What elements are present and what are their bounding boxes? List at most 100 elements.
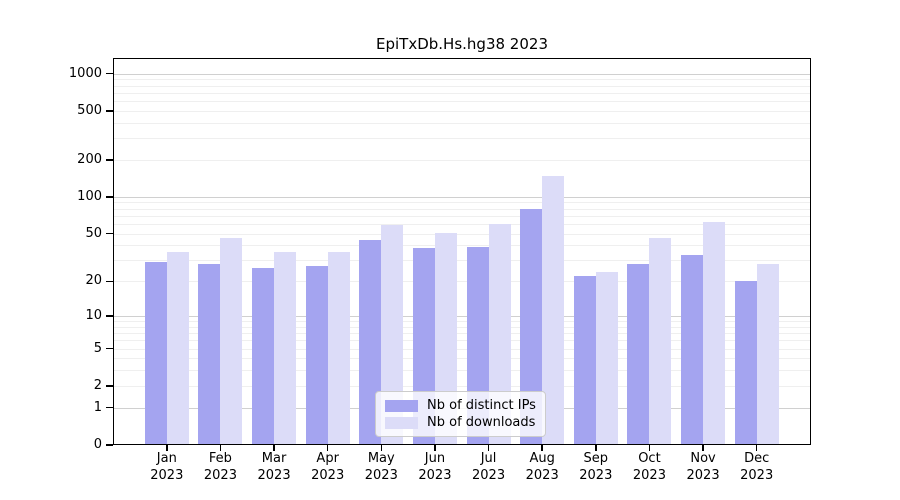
minor-gridline [113, 281, 811, 283]
x-tick-mark [595, 445, 597, 451]
major-gridline [113, 316, 811, 318]
x-tick-mark [166, 445, 168, 451]
x-tick-label: Jan 2023 [150, 451, 184, 483]
minor-gridline [113, 110, 811, 112]
major-gridline [113, 196, 811, 198]
bar-dec-ips [734, 281, 757, 445]
y-tick-mark [106, 72, 113, 75]
y-tick-mark [106, 315, 113, 317]
minor-gridline [113, 333, 811, 335]
bar-may-downloads [381, 224, 404, 445]
minor-gridline [113, 233, 811, 235]
bar-apr-ips [305, 265, 328, 445]
x-tick-label: May 2023 [364, 451, 398, 483]
minor-gridline [113, 348, 811, 350]
bar-nov-downloads [703, 222, 726, 445]
legend-label: Nb of downloads [427, 415, 536, 430]
minor-gridline [113, 370, 811, 372]
x-tick-mark [541, 445, 543, 451]
x-tick-mark [219, 445, 222, 451]
bar-jan-downloads [166, 252, 189, 445]
minor-gridline [113, 321, 811, 323]
minor-gridline [113, 326, 811, 328]
x-tick-label: Jun 2023 [418, 451, 452, 483]
x-tick-mark [702, 445, 704, 451]
x-tick-mark [434, 445, 436, 451]
bar-jan-ips [144, 262, 167, 445]
y-tick-mark [106, 385, 113, 387]
major-gridline [113, 73, 811, 75]
x-tick-mark [648, 445, 651, 451]
y-tick-label: 20 [85, 273, 102, 289]
bar-mar-ips [252, 267, 275, 445]
y-tick-mark [106, 196, 113, 198]
bar-feb-downloads [220, 237, 243, 445]
y-tick-mark [106, 406, 113, 409]
bar-feb-ips [198, 263, 221, 445]
minor-gridline [113, 202, 811, 204]
x-tick-label: Mar 2023 [257, 451, 291, 483]
minor-gridline [113, 340, 811, 342]
minor-gridline [113, 85, 811, 87]
legend-row: Nb of distinct IPs [385, 397, 536, 414]
x-tick-label: Oct 2023 [632, 451, 666, 483]
y-tick-mark [106, 159, 113, 161]
bar-aug-ips [520, 209, 543, 445]
minor-gridline [113, 260, 811, 262]
minor-gridline [113, 92, 811, 94]
minor-gridline [113, 159, 811, 161]
legend-label: Nb of distinct IPs [427, 398, 536, 413]
minor-gridline [113, 122, 811, 124]
x-tick-label: Dec 2023 [740, 451, 774, 483]
minor-gridline [113, 138, 811, 140]
x-tick-mark [326, 445, 329, 451]
y-tick-label: 500 [77, 102, 102, 118]
bar-nov-ips [681, 255, 704, 445]
bar-mar-downloads [274, 252, 297, 445]
x-tick-label: Aug 2023 [525, 451, 559, 483]
y-tick-mark [106, 110, 113, 112]
y-tick-label: 1 [93, 399, 102, 415]
legend: Nb of distinct IPs Nb of downloads [375, 391, 546, 437]
x-tick-mark [380, 445, 383, 451]
minor-gridline [113, 245, 811, 247]
x-tick-mark [273, 445, 275, 451]
x-tick-label: Jul 2023 [472, 451, 506, 483]
x-tick-label: Sep 2023 [579, 451, 613, 483]
y-tick-label: 50 [85, 225, 102, 241]
y-tick-label: 200 [77, 151, 102, 167]
y-tick-mark [106, 347, 113, 350]
y-tick-label: 2 [93, 377, 102, 393]
legend-swatch-ips [385, 399, 418, 412]
bar-oct-downloads [649, 237, 672, 445]
x-tick-mark [487, 445, 490, 451]
legend-swatch-downloads [385, 416, 418, 429]
y-tick-mark [106, 444, 113, 446]
plot-area [113, 58, 811, 445]
minor-gridline [113, 215, 811, 217]
x-tick-label: Apr 2023 [311, 451, 345, 483]
minor-gridline [113, 223, 811, 225]
bar-oct-ips [627, 263, 650, 445]
bar-jul-downloads [488, 223, 511, 445]
x-tick-mark [755, 445, 758, 451]
y-tick-mark [106, 280, 113, 283]
bar-dec-downloads [756, 263, 779, 445]
bar-sep-ips [573, 276, 596, 445]
x-tick-label: Feb 2023 [203, 451, 237, 483]
x-tick-label: Nov 2023 [686, 451, 720, 483]
legend-row: Nb of downloads [385, 414, 536, 431]
bar-apr-downloads [327, 252, 350, 445]
chart-title: EpiTxDb.Hs.hg38 2023 [376, 35, 548, 53]
y-tick-label: 0 [93, 437, 102, 452]
y-tick-mark [106, 232, 113, 235]
minor-gridline [113, 79, 811, 81]
y-tick-label: 5 [93, 340, 102, 356]
y-tick-label: 10 [85, 308, 102, 324]
bar-sep-downloads [595, 271, 618, 445]
minor-gridline [113, 100, 811, 102]
minor-gridline [113, 358, 811, 360]
minor-gridline [113, 385, 811, 387]
minor-gridline [113, 208, 811, 210]
